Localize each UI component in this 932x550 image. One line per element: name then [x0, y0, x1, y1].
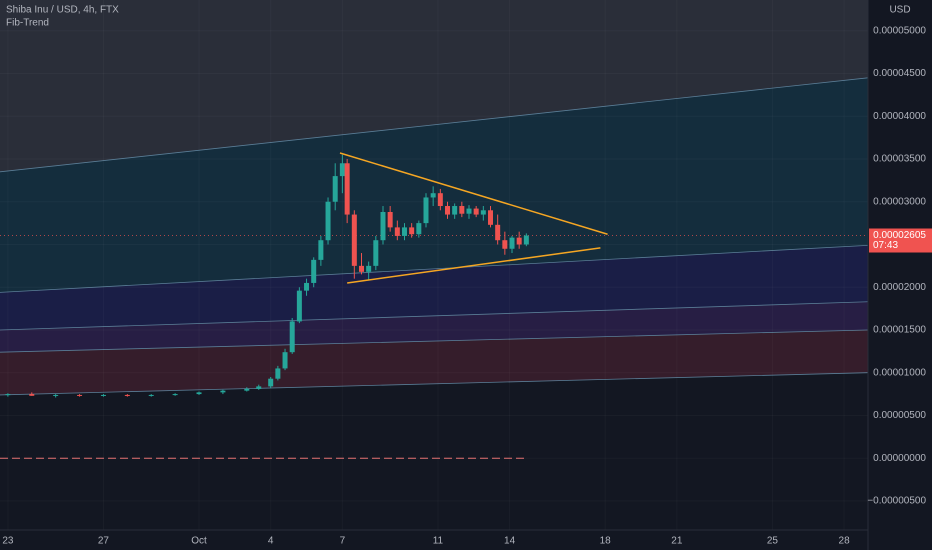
y-tick-label: 0.00000500	[873, 410, 926, 421]
axis-unit: USD	[889, 5, 910, 16]
candle-body	[466, 208, 472, 214]
candle-body	[275, 368, 281, 379]
chart-title: Shiba Inu / USD, 4h, FTX	[6, 5, 119, 16]
fib-band	[0, 301, 868, 353]
y-tick-label: 0.00005000	[873, 25, 926, 36]
candle-body	[401, 227, 407, 236]
candle-body	[366, 265, 372, 272]
candle-body	[416, 223, 422, 235]
fib-band	[0, 77, 868, 293]
candle-body	[339, 163, 345, 177]
candle-body	[256, 386, 262, 389]
last-price-label: 0.00002605	[873, 230, 926, 241]
y-tick-label: 0.00000000	[873, 453, 926, 464]
y-tick-label: 0.00003500	[873, 154, 926, 165]
trend-line	[339, 152, 608, 235]
candle-body	[318, 240, 324, 260]
candle-body	[394, 227, 400, 236]
candle-body	[452, 206, 458, 215]
x-tick-label: 28	[839, 536, 851, 547]
indicator-name: Fib-Trend	[6, 18, 49, 29]
fib-line	[0, 77, 869, 173]
candle-body	[311, 259, 317, 283]
candle-body	[523, 235, 529, 245]
candle-body	[373, 240, 379, 266]
candle-body	[423, 197, 429, 224]
x-tick-label: 18	[600, 536, 612, 547]
fib-line	[0, 329, 869, 353]
fib-band	[0, 329, 868, 395]
candle-body	[516, 237, 522, 245]
candle-body	[296, 290, 302, 322]
y-tick-label: −0.00000500	[867, 496, 926, 507]
candle-body	[268, 378, 274, 387]
candle-body	[100, 394, 106, 396]
candle-body	[5, 394, 11, 396]
candle-body	[332, 176, 338, 202]
candle-body	[380, 212, 386, 241]
candle-body	[289, 321, 295, 353]
candle-body	[473, 208, 479, 215]
fib-line	[0, 301, 869, 331]
candle-body	[220, 390, 226, 393]
trend-line	[347, 247, 601, 284]
candle-body	[148, 394, 154, 396]
candle-body	[282, 352, 288, 369]
y-tick-label: 0.00004000	[873, 111, 926, 122]
candle-body	[53, 394, 59, 396]
x-tick-label: 25	[767, 536, 779, 547]
candle-body	[29, 394, 35, 396]
x-tick-label: 11	[433, 536, 444, 547]
x-tick-label: 21	[671, 536, 683, 547]
candle-body	[495, 224, 501, 241]
candle-body	[196, 392, 202, 395]
fib-line	[0, 372, 869, 396]
y-tick-label: 0.00003000	[873, 196, 926, 207]
y-tick-label: 0.00004500	[873, 68, 926, 79]
y-tick-label: 0.00001500	[873, 325, 926, 336]
candle-body	[459, 206, 465, 214]
candle-body	[325, 201, 331, 241]
candle-body	[509, 237, 515, 249]
fib-band-above	[0, 0, 868, 172]
x-tick-label: Oct	[191, 536, 207, 547]
candle-body	[77, 394, 83, 396]
candle-body	[502, 240, 508, 249]
fib-band	[0, 245, 868, 330]
candle-body	[172, 394, 178, 396]
last-price-marker	[869, 228, 932, 253]
candle-body	[488, 210, 494, 225]
candle-body	[430, 193, 436, 198]
countdown-label: 07:43	[873, 240, 898, 251]
candle-body	[437, 193, 443, 207]
candle-body	[351, 214, 357, 266]
candle-body	[444, 206, 450, 215]
candle-body	[409, 227, 415, 235]
candle-body	[244, 388, 250, 391]
candle-body	[480, 210, 486, 215]
x-tick-label: 27	[98, 536, 110, 547]
candle-body	[124, 394, 130, 396]
y-tick-label: 0.00001000	[873, 367, 926, 378]
plot-area	[0, 0, 869, 459]
candle-body	[304, 282, 310, 291]
x-tick-label: 4	[268, 536, 274, 547]
x-tick-label: 23	[2, 536, 14, 547]
candle-body	[344, 163, 350, 215]
fib-line	[0, 244, 869, 293]
x-tick-label: 14	[504, 536, 516, 547]
x-tick-label: 7	[340, 536, 346, 547]
candle-body	[358, 265, 364, 272]
y-tick-label: 0.00002000	[873, 282, 926, 293]
candle-body	[387, 212, 393, 228]
